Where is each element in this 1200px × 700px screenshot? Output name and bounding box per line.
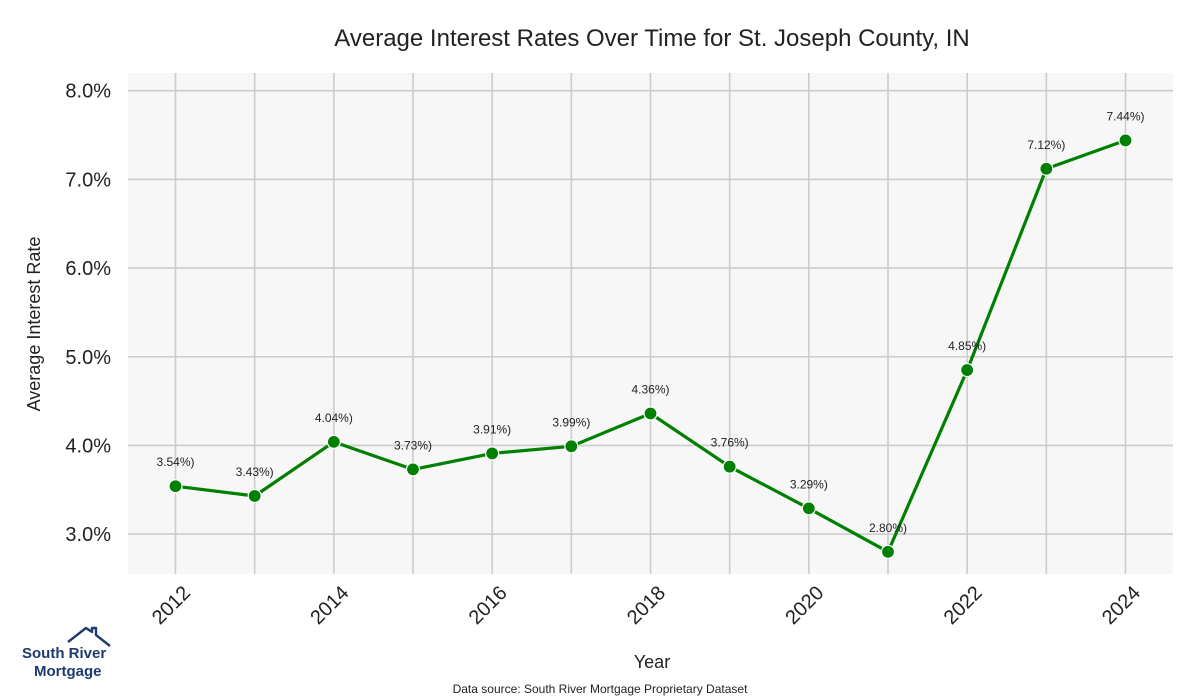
data-label: 3.54%) <box>156 455 194 469</box>
logo-text-line2: Mortgage <box>34 663 102 680</box>
x-tick-label: 2020 <box>781 582 828 629</box>
data-source-note: Data source: South River Mortgage Propri… <box>453 682 748 696</box>
data-point <box>643 406 658 421</box>
data-point <box>1039 161 1054 176</box>
data-point <box>485 446 500 461</box>
data-label: 7.12%) <box>1027 138 1065 152</box>
y-tick-label: 7.0% <box>65 169 111 191</box>
gridlines <box>128 73 1173 574</box>
data-label: 4.85%) <box>948 339 986 353</box>
x-tick-label: 2018 <box>623 582 670 629</box>
data-label: 3.29%) <box>790 477 828 491</box>
y-tick-label: 3.0% <box>65 524 111 546</box>
chart-title: Average Interest Rates Over Time for St.… <box>334 25 969 52</box>
logo-text-line1: South River <box>22 645 106 662</box>
series-line-group: 3.54%) 3.43%) 4.04%) 3.73%) 3.91%) 3.99%) 4.36… <box>156 109 1145 559</box>
x-tick-label: 2012 <box>148 582 195 629</box>
south-river-mortgage-logo: South River Mortgage <box>22 626 111 680</box>
y-axis-ticks: 3.0% 4.0% 5.0% 6.0% 7.0% 8.0% <box>65 81 111 546</box>
y-axis-label: Average Interest Rate <box>24 237 44 412</box>
y-tick-label: 6.0% <box>65 258 111 280</box>
x-tick-label: 2014 <box>306 582 353 629</box>
data-label: 3.99%) <box>552 415 590 429</box>
data-label: 7.44%) <box>1106 109 1144 123</box>
data-point <box>326 434 341 449</box>
data-point <box>880 544 896 559</box>
x-tick-label: 2016 <box>465 582 512 629</box>
data-point <box>801 501 816 516</box>
x-tick-label: 2024 <box>1098 582 1145 629</box>
data-label: 3.43%) <box>236 465 274 479</box>
data-label: 4.04%) <box>315 411 353 425</box>
data-point <box>168 479 183 494</box>
data-point <box>405 462 421 477</box>
data-label: 3.91%) <box>473 422 511 436</box>
data-point <box>1118 133 1133 148</box>
data-point <box>960 362 975 378</box>
house-roof-icon <box>67 626 111 647</box>
data-point <box>564 439 579 454</box>
y-tick-label: 4.0% <box>65 435 111 457</box>
data-label: 4.36%) <box>631 383 669 397</box>
x-axis-ticks: 2012 2014 2016 2018 2020 2022 2024 <box>148 582 1145 629</box>
x-tick-label: 2022 <box>940 582 987 629</box>
data-label: 3.76%) <box>711 436 749 450</box>
data-label: 3.73%) <box>394 438 432 452</box>
x-axis-label: Year <box>634 652 670 672</box>
data-label: 2.80%) <box>869 521 907 535</box>
y-tick-label: 8.0% <box>65 81 111 103</box>
y-tick-label: 5.0% <box>65 347 111 369</box>
data-point <box>247 488 262 504</box>
data-point <box>722 459 737 474</box>
